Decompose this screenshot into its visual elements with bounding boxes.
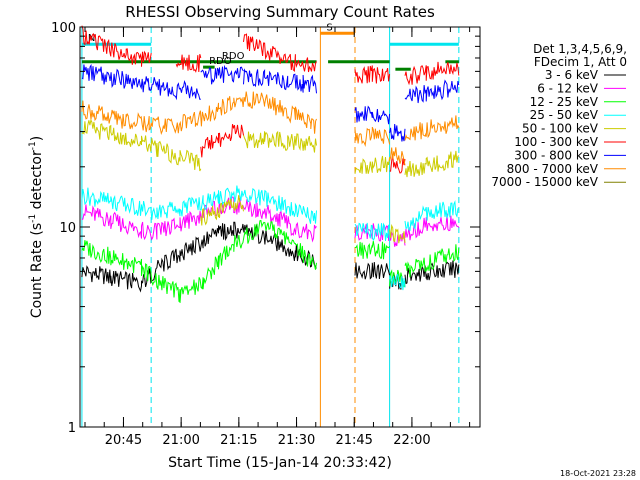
series-5-segment-0 — [81, 25, 152, 67]
chart-title: RHESSI Observing Summary Count Rates — [125, 3, 435, 21]
y-tick-label-1: 10 — [59, 221, 76, 236]
flag-bar-label-3: RDO — [222, 51, 245, 62]
series-6-segment-1 — [200, 64, 244, 85]
series-2-segment-0 — [81, 219, 317, 303]
x-tick-label-2: 21:15 — [220, 433, 257, 448]
flag-bar-label-2: S — [326, 22, 332, 33]
flag-bar-label-6: RDO — [209, 56, 232, 67]
legend: Det 1,3,4,5,6,9, FDecim 1, Att 0 3 - 6 k… — [491, 42, 627, 189]
y-tick-label-0: 1 — [68, 421, 76, 436]
y-axis-label: Count Rate (s-1 detector-1) — [28, 136, 45, 318]
x-axis-ticks: 20:45 21:00 21:15 21:30 21:45 22:00 — [84, 27, 471, 448]
series-6-segment-5 — [404, 79, 460, 104]
legend-label-1: 6 - 12 keV — [537, 81, 599, 95]
series-5-segment-1 — [175, 53, 202, 73]
series-2-segment-3 — [404, 244, 460, 278]
legend-header-1: Det 1,3,4,5,6,9, — [533, 42, 627, 56]
series-7-segment-0 — [81, 91, 317, 136]
y-axis-label-close: ) — [29, 136, 45, 141]
timestamp: 18-Oct-2021 23:28 — [560, 469, 636, 478]
series-7-segment-2 — [389, 147, 406, 166]
x-tick-label-4: 21:45 — [335, 433, 372, 448]
series-4-segment-5 — [404, 150, 460, 178]
series-6-segment-0 — [81, 63, 201, 101]
y-axis-label-mid: detector — [29, 150, 45, 214]
series-4-segment-3 — [354, 155, 391, 174]
legend-label-6: 300 - 800 keV — [514, 148, 598, 162]
legend-label-8: 7000 - 15000 keV — [491, 175, 598, 189]
x-tick-label-3: 21:30 — [278, 433, 315, 448]
series-0-segment-1 — [354, 262, 391, 280]
legend-label-3: 25 - 50 keV — [530, 108, 599, 122]
series-group — [81, 25, 460, 303]
legend-label-7: 800 - 7000 keV — [507, 162, 599, 176]
x-tick-label-5: 22:00 — [393, 433, 430, 448]
series-7-segment-3 — [404, 115, 460, 141]
y-tick-label-2: 100 — [51, 21, 76, 36]
y-axis-ticks: 1 10 100 — [51, 21, 480, 436]
legend-label-0: 3 - 6 keV — [545, 68, 599, 82]
series-4-segment-1 — [200, 195, 244, 226]
series-3-segment-1 — [354, 222, 391, 242]
series-3-segment-2 — [389, 273, 406, 291]
series-4-segment-0 — [81, 118, 202, 172]
series-3-segment-3 — [404, 199, 459, 232]
series-2-segment-1 — [354, 241, 391, 260]
series-6-segment-3 — [354, 105, 391, 125]
series-0-segment-0 — [81, 221, 317, 293]
y-axis-label-main: Count Rate (s — [29, 223, 45, 318]
vertical-markers — [81, 27, 460, 427]
x-tick-label-0: 20:45 — [105, 433, 142, 448]
y-axis-label-sup1: -1 — [28, 214, 38, 223]
x-tick-label-1: 21:00 — [162, 433, 199, 448]
series-5-segment-6 — [404, 61, 460, 86]
series-0-segment-3 — [404, 260, 460, 285]
legend-label-2: 12 - 25 keV — [530, 95, 599, 109]
series-1-segment-0 — [81, 196, 317, 243]
series-4-segment-2 — [243, 130, 317, 153]
legend-label-4: 50 - 100 keV — [522, 122, 599, 136]
legend-label-5: 100 - 300 keV — [514, 135, 598, 149]
series-5-segment-2 — [200, 123, 244, 158]
series-6-segment-4 — [389, 123, 406, 142]
series-5-segment-4 — [354, 65, 391, 84]
series-7-segment-1 — [354, 126, 391, 147]
series-1-segment-2 — [389, 231, 406, 247]
y-axis-label-sup2: -1 — [28, 141, 38, 150]
series-3-segment-0 — [81, 185, 317, 224]
x-axis-label: Start Time (15-Jan-14 20:33:42) — [168, 455, 392, 471]
series-5-segment-3 — [243, 33, 317, 73]
legend-header-2: FDecim 1, Att 0 — [534, 55, 627, 69]
series-6-segment-2 — [243, 68, 317, 94]
series-4-segment-4 — [389, 223, 406, 244]
